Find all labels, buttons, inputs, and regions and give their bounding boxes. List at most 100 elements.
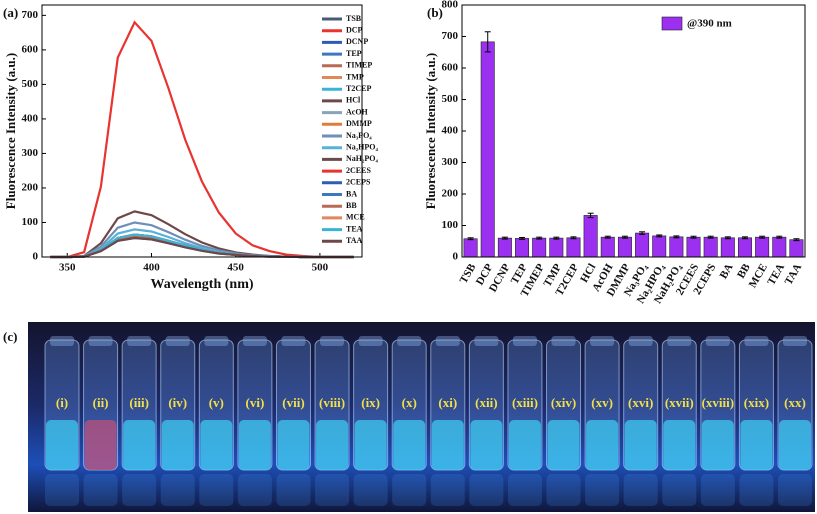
legend-label: TEP: [346, 49, 362, 58]
error-bar: [501, 236, 508, 240]
vial-label: (xx): [784, 395, 806, 410]
vial-neck: [551, 336, 576, 346]
vial-liquid: [200, 420, 233, 470]
y-tick-label: 500: [442, 93, 459, 105]
vial-liquid: [431, 420, 464, 470]
x-tick-label: 350: [59, 262, 76, 274]
vial-reflection: [469, 474, 504, 506]
legend-label: 2CEES: [346, 166, 371, 175]
line-series: [50, 20, 354, 259]
error-bar: [519, 236, 526, 240]
vial-label: (xiv): [551, 395, 576, 410]
bar: [515, 238, 530, 258]
vial-neck: [512, 336, 537, 346]
vial-neck: [474, 336, 499, 346]
vial-liquid: [354, 420, 387, 470]
vial-neck: [204, 336, 229, 346]
error-bar: [776, 235, 783, 239]
bar: [652, 235, 667, 258]
legend-label: 2CEPS: [346, 178, 371, 187]
bar: [532, 237, 547, 258]
x-tick-label: 450: [227, 262, 244, 274]
vial-label: (ix): [361, 395, 380, 410]
legend-label: BB: [346, 201, 357, 210]
vial-liquid: [393, 420, 426, 470]
legend-label: TMP: [346, 72, 364, 81]
y-tick-label: 0: [33, 251, 39, 263]
plot-frame: [41, 4, 363, 258]
vial-label: (vi): [246, 395, 265, 410]
x-tick-label: TAA: [783, 262, 805, 287]
panel-label: (c): [3, 329, 17, 344]
bar: [480, 41, 495, 258]
vial-label: (x): [402, 395, 417, 410]
vial-label: (vii): [282, 395, 304, 410]
vial-label: (ii): [93, 395, 109, 410]
bar: [669, 236, 684, 258]
bar: [772, 236, 787, 258]
vial-liquid: [123, 420, 156, 470]
legend-label: MCE: [346, 213, 365, 222]
vial-reflection: [507, 474, 542, 506]
bar: [600, 236, 615, 258]
vial-reflection: [199, 474, 234, 506]
legend-label: @390 nm: [687, 18, 732, 30]
error-bar: [656, 234, 663, 238]
vial-neck: [397, 336, 422, 346]
vial-label: (viii): [319, 395, 345, 410]
bar: [549, 237, 564, 258]
vial-liquid: [84, 420, 117, 470]
legend-label: AcOH: [346, 107, 369, 116]
bar: [755, 236, 770, 258]
vial-label: (iii): [129, 395, 149, 410]
vial-neck: [590, 336, 615, 346]
legend-label: TIMEP: [346, 61, 372, 70]
x-tick-label: BA: [718, 262, 736, 281]
legend-label: BA: [346, 189, 357, 198]
legend-label: DCNP: [346, 37, 368, 46]
y-tick-label: 400: [22, 112, 39, 124]
vial-neck: [242, 336, 267, 346]
y-tick-label: 400: [442, 125, 459, 137]
y-tick-label: 200: [442, 188, 459, 200]
vial-liquid: [161, 420, 194, 470]
vial-reflection: [276, 474, 311, 506]
legend-label: TSB: [346, 14, 362, 23]
vial-liquid: [701, 420, 734, 470]
vial-liquid: [547, 420, 580, 470]
vial-neck: [744, 336, 769, 346]
bar: [617, 236, 632, 258]
vial-label: (xiii): [512, 395, 538, 410]
x-tick-label: 500: [312, 262, 329, 274]
bar: [463, 238, 478, 258]
vial-reflection: [45, 474, 79, 506]
y-tick-label: 300: [22, 147, 39, 159]
legend-swatch: [661, 16, 683, 31]
error-bar: [759, 235, 766, 239]
vial-reflection: [546, 474, 581, 506]
error-bar: [484, 31, 491, 53]
vial-neck: [705, 336, 730, 346]
error-bar: [467, 237, 474, 241]
vial-reflection: [585, 474, 620, 506]
y-tick-label: 300: [442, 156, 459, 168]
bar: [583, 215, 598, 258]
vial-liquid: [238, 420, 271, 470]
legend-label: DMMP: [346, 119, 372, 128]
bar: [789, 239, 804, 258]
vial-label: (i): [56, 395, 68, 410]
vial-liquid: [46, 420, 78, 470]
x-tick-label: 400: [143, 262, 160, 274]
error-bar: [639, 231, 646, 235]
vial-liquid: [740, 420, 773, 470]
vial-liquid: [624, 420, 657, 470]
legend-label: DCP: [346, 26, 363, 35]
vial-label: (xvi): [628, 395, 653, 410]
error-bar: [621, 235, 628, 239]
vial-liquid: [277, 420, 310, 470]
bar: [720, 237, 735, 258]
vial-neck: [50, 336, 74, 346]
vial-label: (iv): [168, 395, 187, 410]
vial-reflection: [160, 474, 195, 506]
